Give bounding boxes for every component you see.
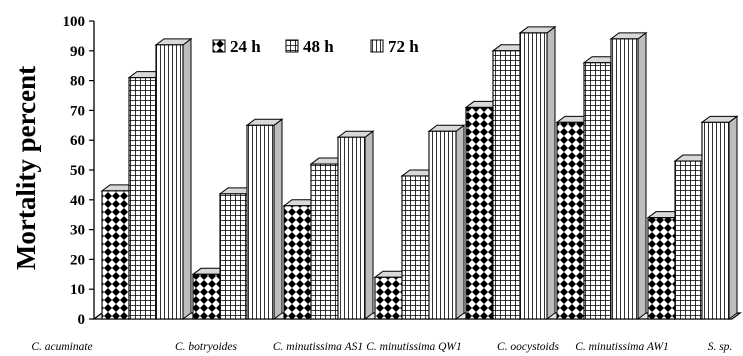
y-tick-label: 10 (70, 282, 85, 298)
y-tick-label: 20 (70, 252, 85, 268)
y-axis-title: Mortality percent (11, 66, 41, 270)
bar (518, 25, 557, 320)
legend-swatch (285, 39, 299, 53)
y-axis: 0 10 20 30 40 50 60 70 80 90 100 (63, 14, 95, 328)
x-tick-label: C. acuminate (31, 341, 92, 353)
bar (245, 118, 284, 320)
bar (427, 124, 466, 320)
x-tick-label: S. sp. (708, 341, 733, 353)
legend-label: 72 h (388, 37, 419, 56)
legend-label: 24 h (230, 37, 261, 56)
bar (154, 37, 193, 320)
bar (700, 115, 739, 320)
legend-swatch (212, 39, 226, 53)
legend-entry: 48 h (285, 37, 334, 56)
y-tick-label: 100 (63, 14, 86, 30)
y-tick-label: 40 (70, 193, 85, 209)
legend-label: 48 h (303, 37, 334, 56)
bar (336, 130, 375, 320)
y-tick-label: 70 (70, 103, 85, 119)
legend-swatch (370, 39, 384, 53)
y-tick-label: 50 (70, 163, 85, 179)
x-tick-label: C. minutissima AW1 (575, 341, 669, 353)
x-tick-label: C. botryoides (175, 341, 237, 353)
bar (609, 31, 648, 320)
y-tick-label: 60 (70, 133, 85, 149)
y-tick-label: 0 (78, 312, 86, 328)
legend: 24 h 48 h 72 h (212, 37, 419, 56)
legend-entry: 24 h (212, 37, 261, 56)
y-tick-label: 30 (70, 223, 85, 239)
y-tick-label: 90 (70, 44, 85, 60)
x-tick-label: C. minutissima QW1 (366, 341, 462, 353)
x-axis-labels: C. acuminate C. botryoides C. minutissima … (31, 341, 732, 353)
bars-layer (100, 25, 739, 320)
bar (582, 55, 621, 320)
x-tick-label: C. oocystoids (497, 341, 559, 353)
legend-entry: 72 h (370, 37, 419, 56)
x-tick-label: C. minutissima AS1 (273, 341, 363, 353)
y-tick-label: 80 (70, 74, 85, 90)
